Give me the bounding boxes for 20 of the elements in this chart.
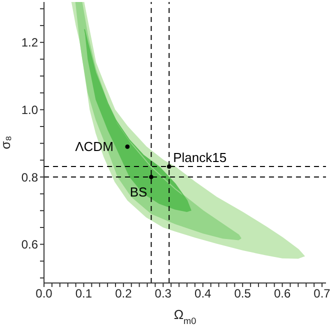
- x-tick-label: 0.6: [274, 286, 291, 301]
- y-tick-label: 0.8: [21, 170, 38, 184]
- series-label: Planck15: [173, 150, 227, 166]
- x-tick-label: 0.2: [115, 286, 132, 301]
- x-tick-label: 0.3: [154, 286, 172, 301]
- point: [149, 174, 154, 180]
- point: [125, 144, 130, 149]
- x-tick-label: 0.0: [36, 286, 53, 301]
- x-tick-label: 0.4: [194, 286, 212, 301]
- series-label: ΛCDM: [75, 139, 114, 154]
- y-tick-label: 0.6: [21, 238, 38, 252]
- y-tick-label: 1.2: [21, 36, 38, 50]
- series-label: BS: [130, 184, 148, 200]
- x-tick-label: 0.5: [234, 286, 252, 301]
- x-tick-label: 0.7: [314, 286, 331, 301]
- x-tick-label: 0.1: [75, 286, 92, 301]
- y-tick-label: 1.0: [21, 102, 38, 117]
- point: [166, 164, 172, 169]
- x-axis-title: Ω$_{m0}$: [174, 307, 196, 325]
- y-axis-title: σ₈: [0, 136, 13, 150]
